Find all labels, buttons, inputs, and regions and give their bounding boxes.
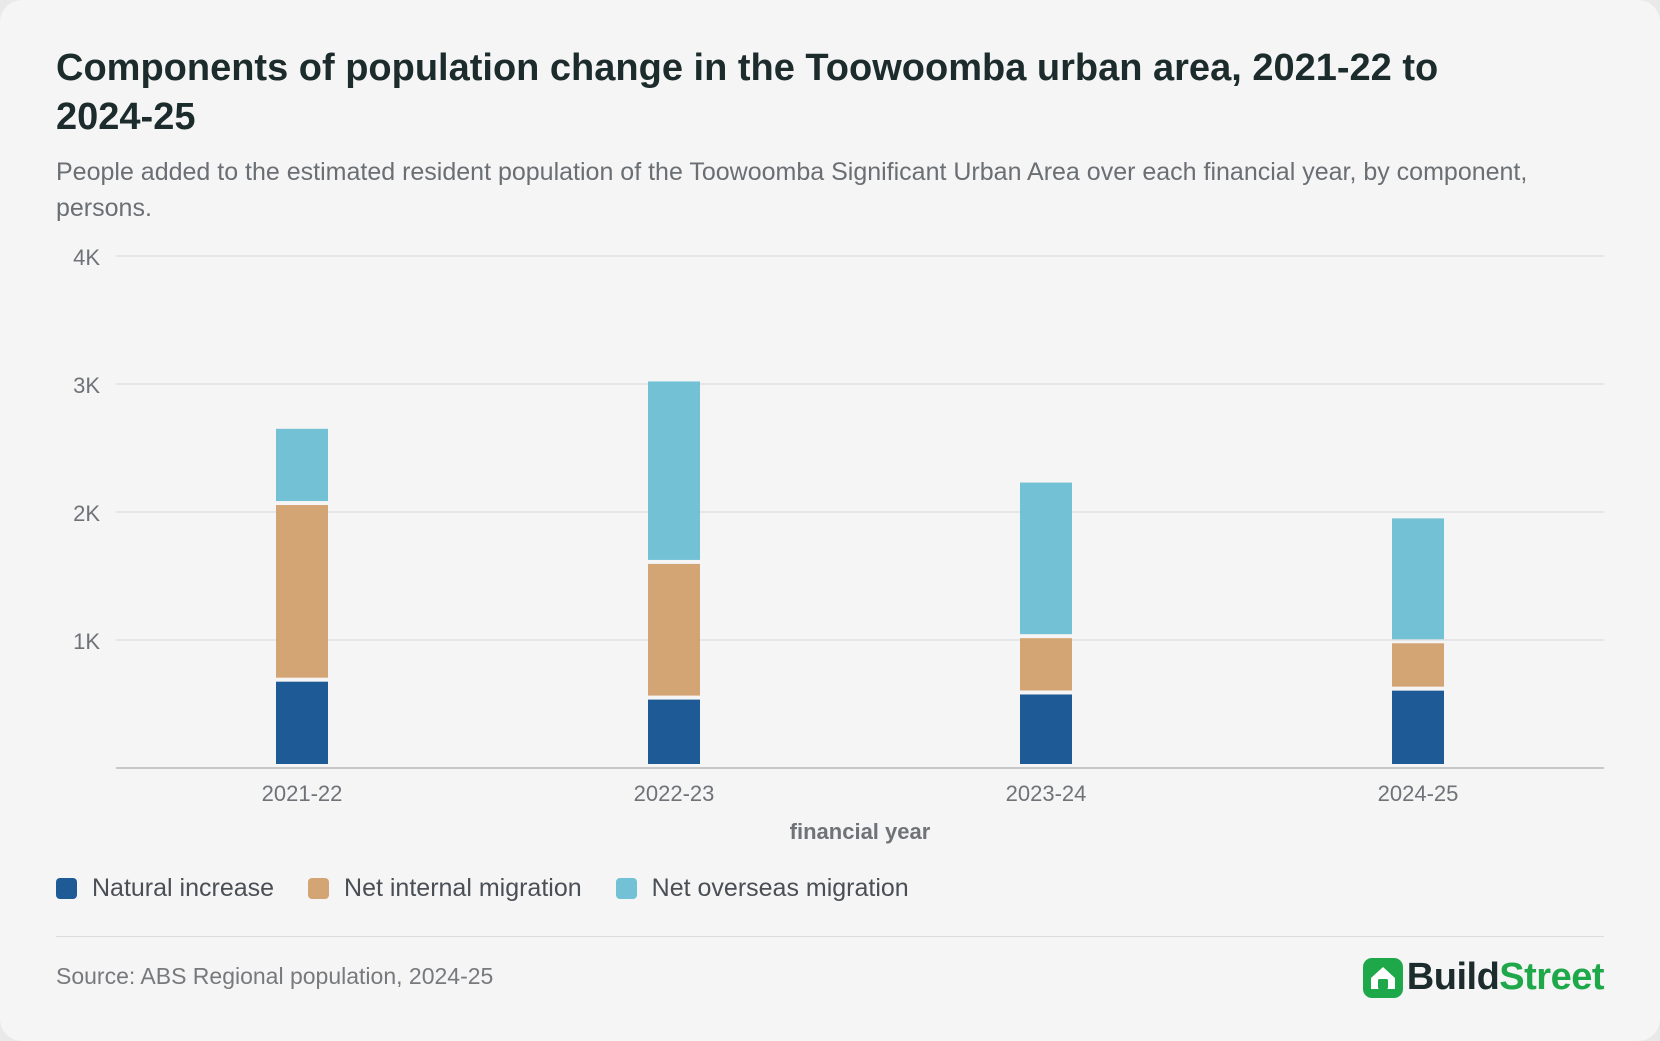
legend-label: Net overseas migration	[651, 874, 909, 902]
chart-subtitle: People added to the estimated resident p…	[56, 158, 1528, 222]
bar-segment	[1020, 694, 1072, 764]
bar-segment	[276, 428, 328, 502]
x-tick-label: 2022-23	[634, 781, 715, 806]
y-axis-ticks: 1K 2K 3K 4K	[73, 245, 100, 654]
brand-name-part2: Street	[1499, 956, 1604, 998]
y-tick-label: 3K	[73, 373, 100, 398]
y-tick-label: 4K	[73, 245, 100, 270]
chart-title: Components of population change in the T…	[56, 47, 1439, 138]
x-tick-label: 2024-25	[1378, 781, 1459, 806]
bar-segment	[1020, 482, 1072, 635]
legend-swatch	[615, 878, 637, 899]
x-tick-label: 2023-24	[1006, 781, 1087, 806]
legend-item: Net overseas migration	[615, 874, 909, 903]
legend-swatch	[308, 878, 330, 899]
legend-item: Net internal migration	[308, 874, 582, 903]
gridlines	[116, 255, 1604, 641]
bar-segment	[1392, 518, 1444, 640]
legend-swatch	[56, 878, 77, 899]
bar-segment	[648, 381, 700, 560]
brand-name-part1: Build	[1406, 956, 1500, 998]
legend-item: Natural increase	[56, 874, 274, 903]
x-tick-label: 2021-22	[262, 781, 343, 806]
source-note: Source: ABS Regional population, 2024-25	[56, 963, 494, 989]
legend-label: Net internal migration	[344, 874, 582, 902]
y-tick-label: 2K	[73, 501, 100, 526]
x-axis-title: financial year	[790, 819, 931, 844]
bars	[276, 381, 1444, 764]
bar-segment	[1392, 690, 1444, 764]
house-icon	[1362, 957, 1403, 998]
y-tick-label: 1K	[73, 629, 100, 654]
chart-legend: Natural increase Net internal migration Ne…	[56, 874, 943, 903]
x-axis-ticks: 2021-22 2022-23 2023-24 2024-25	[262, 781, 1459, 806]
footer-divider	[56, 936, 1604, 937]
bar-segment	[648, 699, 700, 764]
bar-segment	[276, 505, 328, 678]
legend-label: Natural increase	[92, 874, 275, 902]
bar-segment	[276, 681, 328, 764]
bar-segment	[1020, 638, 1072, 691]
bar-segment	[648, 563, 700, 696]
stacked-bar-chart: 1K 2K 3K 4K 2021-22 2022-23 2023-24 2024-25 fi…	[73, 245, 1604, 844]
brand-logo: Build Street	[1362, 956, 1604, 999]
bar-segment	[1392, 643, 1444, 687]
